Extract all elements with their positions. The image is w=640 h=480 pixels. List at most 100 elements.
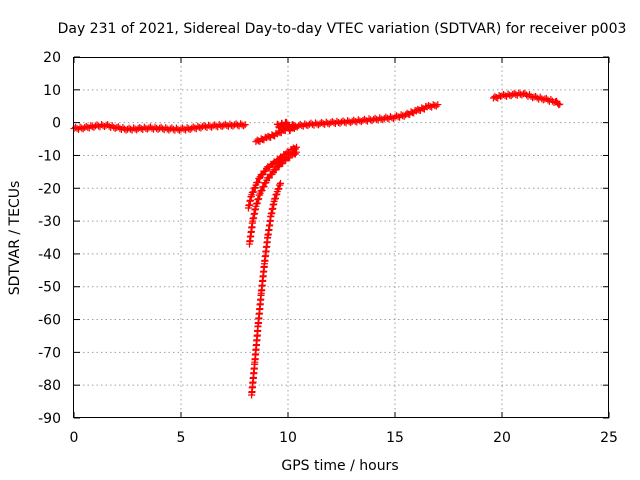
y-tick-label: -60: [38, 313, 61, 329]
data-point: [367, 116, 375, 124]
series-cluster-9-5-10-3h: [273, 118, 298, 135]
series-main-band: [70, 120, 249, 134]
y-tick-labels: -90 -80 -70 -60 -50 -40 -30 -20 -10 0 10 20: [38, 50, 61, 427]
data-point: [547, 96, 555, 104]
data-point: [82, 122, 90, 130]
y-tick-label: 10: [43, 83, 61, 99]
x-axis-label: GPS time / hours: [281, 458, 398, 474]
data-point: [260, 183, 268, 191]
data-point: [273, 190, 281, 198]
data-point: [185, 125, 193, 133]
data-point: [270, 200, 278, 208]
y-tick-label: -30: [38, 214, 61, 230]
chart-title: Day 231 of 2021, Sidereal Day-to-day VTE…: [58, 21, 627, 37]
data-point: [521, 89, 529, 97]
data-point: [255, 174, 263, 182]
data-point: [206, 122, 214, 130]
data-point: [356, 117, 364, 125]
data-point: [240, 122, 248, 130]
data-point: [153, 124, 161, 132]
data-point: [249, 188, 257, 196]
data-point: [302, 121, 310, 129]
data-point: [191, 124, 199, 132]
data-point: [87, 122, 95, 130]
data-point: [131, 125, 139, 133]
data-point: [189, 123, 197, 131]
data-point: [425, 102, 433, 110]
data-point: [84, 123, 92, 131]
x-tick-label: 20: [493, 430, 511, 446]
grid-lines: [74, 57, 609, 418]
data-point: [88, 123, 96, 131]
series-evening-band: [489, 89, 564, 109]
axis-ticks: [73, 56, 610, 419]
data-point: [555, 101, 563, 109]
data-point: [120, 125, 128, 133]
data-point: [217, 122, 225, 130]
y-tick-label: -40: [38, 247, 61, 263]
data-point: [142, 124, 150, 132]
data-point: [252, 205, 260, 213]
data-point: [432, 102, 440, 110]
data-point: [195, 123, 203, 131]
y-tick-label: 0: [52, 116, 61, 132]
data-point: [251, 184, 259, 192]
x-tick-label: 0: [70, 430, 79, 446]
data-point: [247, 193, 255, 201]
data-point: [262, 179, 270, 187]
data-point: [99, 122, 107, 130]
data-point: [542, 94, 550, 102]
x-tick-labels: 0 5 10 15 20 25: [70, 430, 618, 446]
data-point: [238, 121, 246, 129]
y-tick-label: -80: [38, 378, 61, 394]
data-point: [290, 124, 298, 132]
data-point: [116, 124, 124, 132]
data-point: [254, 178, 262, 186]
data-point: [429, 101, 437, 109]
data-point: [533, 94, 541, 102]
data-point: [262, 167, 270, 175]
data-point: [388, 114, 396, 122]
data-point: [377, 115, 385, 123]
data-point: [227, 121, 235, 129]
plot-frame: [73, 57, 609, 418]
data-point: [495, 91, 503, 99]
x-tick-label: 15: [386, 430, 404, 446]
data-point: [258, 186, 266, 194]
data-point: [286, 154, 294, 162]
y-tick-label: -90: [38, 411, 61, 427]
series-dip-arc-2: [245, 148, 301, 248]
series-dip-arc-3: [248, 179, 285, 399]
data-point: [345, 118, 353, 126]
y-axis-label: SDTVAR / TECUs: [7, 181, 23, 296]
y-tick-label: -10: [38, 148, 61, 164]
data-point: [268, 170, 276, 178]
series-dip-arc-1: [244, 143, 301, 212]
y-tick-label: -70: [38, 345, 61, 361]
x-tick-label: 10: [279, 430, 297, 446]
data-point: [105, 122, 113, 130]
y-tick-label: -20: [38, 181, 61, 197]
data-point: [291, 150, 299, 158]
y-tick-label: 20: [43, 50, 61, 66]
data-point: [324, 119, 332, 127]
data-point: [516, 90, 524, 98]
data-point: [313, 120, 321, 128]
data-point: [174, 125, 182, 133]
data-point: [163, 125, 171, 133]
data-point: [334, 118, 342, 126]
data-point: [397, 111, 405, 119]
data-point: [276, 181, 284, 189]
x-tick-label: 25: [600, 430, 618, 446]
y-tick-label: -50: [38, 280, 61, 296]
data-point: [194, 122, 202, 130]
data-point: [506, 91, 514, 99]
data-points: [70, 89, 564, 399]
data-point: [78, 124, 86, 132]
data-point: [554, 99, 562, 107]
x-tick-label: 5: [177, 430, 186, 446]
data-point: [393, 112, 401, 120]
data-point: [530, 93, 538, 101]
data-point: [256, 191, 264, 199]
